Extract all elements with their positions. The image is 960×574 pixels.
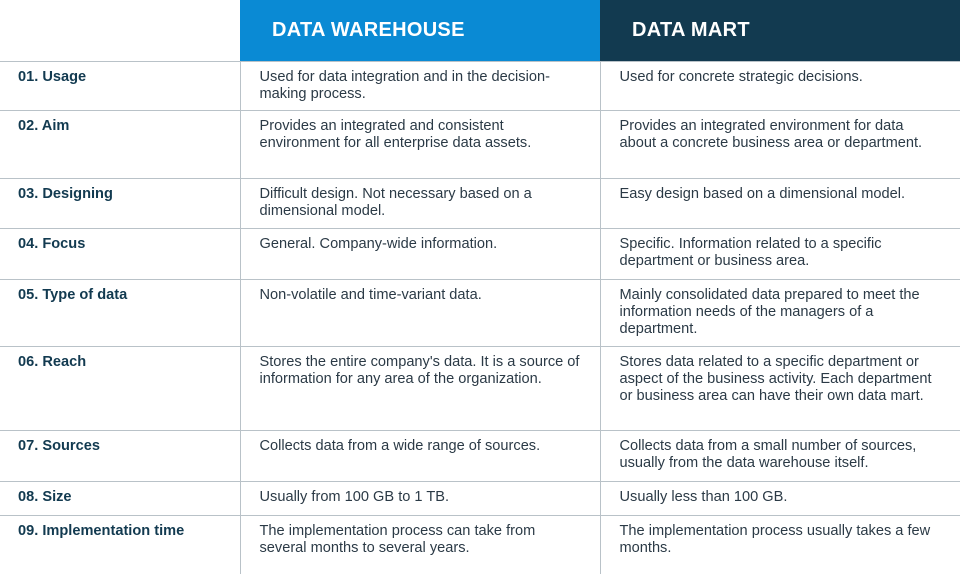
row-label: 03. Designing [0,178,240,229]
row-label: 05. Type of data [0,279,240,347]
table-row: 03. Designing Difficult design. Not neces… [0,178,960,229]
cell: Provides an integrated environment for d… [599,110,960,179]
header-blank [0,0,240,62]
table-row: 01. Usage Used for data integration and i… [0,61,960,111]
row-label: 06. Reach [0,346,240,431]
header-cell: DATA WAREHOUSE [240,0,600,62]
table-row: 09. Implementation time The implementatio… [0,515,960,574]
cell: Difficult design. Not necessary based on… [239,178,600,229]
table-row: 02. Aim Provides an integrated and consis… [0,110,960,179]
cell: Mainly consolidated data prepared to mee… [599,279,960,347]
cell: Used for data integration and in the dec… [239,61,600,111]
cell: Collects data from a wide range of sourc… [239,430,600,482]
cell: Easy design based on a dimensional model… [599,178,960,229]
cell: Collects data from a small number of sou… [599,430,960,482]
table-body: 01. Usage Used for data integration and i… [0,61,960,574]
row-label: 02. Aim [0,110,240,179]
header-cell: DATA MART [600,0,960,62]
row-label: 09. Implementation time [0,515,240,574]
row-label: 08. Size [0,481,240,516]
cell: General. Company-wide information. [239,228,600,280]
row-label: 01. Usage [0,61,240,111]
table-row: 05. Type of data Non-volatile and time-va… [0,279,960,347]
cell: Specific. Information related to a speci… [599,228,960,280]
table-row: 08. Size Usually from 100 GB to 1 TB. Usua… [0,481,960,516]
cell: The implementation process usually takes… [599,515,960,574]
cell: Non-volatile and time-variant data. [239,279,600,347]
cell: Used for concrete strategic decisions. [599,61,960,111]
cell: Usually from 100 GB to 1 TB. [239,481,600,516]
table-row: 04. Focus General. Company-wide informati… [0,228,960,280]
row-label: 04. Focus [0,228,240,280]
cell: Usually less than 100 GB. [599,481,960,516]
cell: Provides an integrated and consistent en… [239,110,600,179]
table-row: 07. Sources Collects data from a wide ran… [0,430,960,482]
table-row: 06. Reach Stores the entire company's dat… [0,346,960,431]
cell: The implementation process can take from… [239,515,600,574]
cell: Stores the entire company's data. It is … [239,346,600,431]
header-row: DATA WAREHOUSE DATA MART [0,0,960,62]
cell: Stores data related to a specific depart… [599,346,960,431]
row-label: 07. Sources [0,430,240,482]
